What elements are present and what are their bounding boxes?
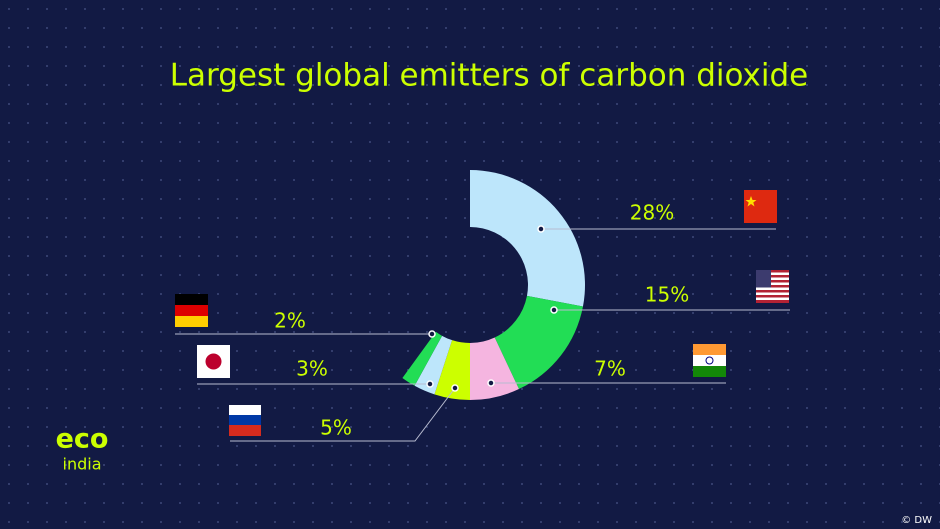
donut-slice bbox=[470, 337, 519, 400]
flag-germany bbox=[175, 294, 208, 327]
leader-dot bbox=[451, 384, 459, 392]
value-label: 3% bbox=[296, 357, 328, 381]
value-label: 5% bbox=[320, 416, 352, 440]
value-label: 7% bbox=[594, 357, 626, 381]
logo-eco: eco bbox=[56, 424, 109, 455]
leader-dot bbox=[426, 380, 434, 388]
flag-japan bbox=[197, 345, 230, 378]
donut-slice bbox=[494, 295, 583, 390]
flag-india bbox=[693, 344, 726, 377]
leader-dot bbox=[550, 306, 558, 314]
donut-slice bbox=[470, 170, 585, 307]
donut-slice bbox=[434, 340, 470, 400]
logo-india: india bbox=[63, 455, 102, 474]
leader-dot bbox=[428, 330, 436, 338]
leader-dot bbox=[537, 225, 545, 233]
leader-line bbox=[230, 387, 456, 442]
donut-slice bbox=[402, 331, 443, 386]
value-label: 28% bbox=[630, 201, 674, 225]
chart-title: Largest global emitters of carbon dioxid… bbox=[170, 58, 808, 94]
credit: © DW bbox=[901, 515, 932, 526]
value-label: 15% bbox=[645, 283, 689, 307]
flag-russia bbox=[229, 405, 261, 436]
donut-slice bbox=[414, 335, 453, 395]
flag-usa bbox=[756, 270, 789, 303]
value-label: 2% bbox=[274, 309, 306, 333]
leader-dot bbox=[487, 379, 495, 387]
flag-china bbox=[744, 190, 777, 223]
